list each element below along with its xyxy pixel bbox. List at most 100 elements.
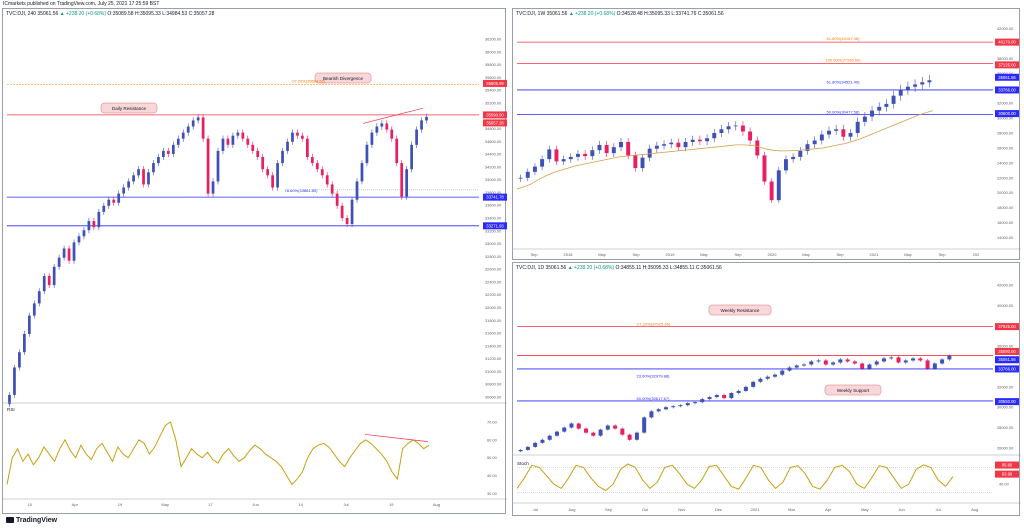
price-candle	[743, 386, 748, 391]
price-candle	[540, 159, 545, 167]
price-candle	[425, 116, 428, 121]
x-axis-label: Sep	[734, 252, 742, 257]
chart-panel-4h[interactable]: TVC:DJI, 240 35061.56 ▲ +238.20 (+0.68%)…	[2, 8, 507, 515]
price-candle	[370, 132, 374, 145]
price-candle	[780, 370, 785, 375]
tradingview-logo-icon	[6, 517, 14, 523]
price-badge-bg	[995, 86, 1019, 94]
price-candle	[176, 138, 180, 145]
price-candle	[181, 132, 185, 139]
fib-236-label: 23.60%(32979.88)	[637, 373, 671, 378]
price-candle	[714, 395, 719, 398]
price-candle	[707, 397, 712, 400]
price-candle	[891, 95, 896, 104]
rsi-label: RSI	[7, 407, 15, 412]
price-candle	[37, 291, 41, 304]
price-candle	[758, 378, 763, 382]
price-axis-label: 30600.00	[485, 395, 502, 400]
price-candle	[355, 181, 359, 200]
bearish-divergence-callout: Bearish Divergence	[323, 76, 364, 81]
weekly-support-callout-box	[824, 384, 882, 396]
price-candle	[654, 145, 659, 149]
price-change: ▲ +238.20 (+0.68%)	[568, 11, 616, 17]
price-axis-label: 33600.00	[485, 203, 502, 208]
chart-panel-daily[interactable]: TVC:DJI, 1D 35061.56 ▲ +238.20 (+0.68%) …	[512, 262, 1021, 517]
price-candle	[554, 149, 559, 162]
fib-272-label: -27.20%(37925.36)	[636, 322, 671, 327]
price-candle	[296, 132, 299, 136]
price-candle	[365, 144, 369, 164]
price-candle	[166, 150, 170, 154]
stoch-line	[516, 463, 954, 492]
price-candle	[87, 221, 91, 231]
price-candle	[320, 169, 324, 176]
price-badge-bg	[995, 61, 1019, 69]
price-candle	[8, 394, 11, 405]
chart-canvas-weekly[interactable]: 61.80%(40167.98) 100.00%(37286.66) 61.80%(…	[513, 9, 1021, 261]
price-candle	[604, 144, 609, 154]
price-candle	[191, 120, 195, 127]
x-axis-label: Sep	[938, 252, 946, 257]
price-candle	[590, 150, 595, 157]
price-candle	[855, 121, 860, 133]
x-axis-label: May	[861, 507, 869, 512]
price-axis-label: 42000.00	[997, 283, 1014, 288]
price-axis-label: 33400.00	[485, 216, 502, 221]
price-candle	[532, 166, 537, 172]
price-axis-label: 32000.00	[997, 384, 1014, 389]
x-axis-label: Dec	[715, 507, 722, 512]
price-candle	[518, 449, 523, 452]
rsi-axis-label: 50.00	[487, 455, 498, 460]
chart-canvas-daily[interactable]: -27.20%(37925.36) 23.60%(32979.88) 50.00%(…	[513, 263, 1021, 517]
price-candle	[518, 177, 523, 179]
fib-lower-label: 78.60%(33861.80)	[285, 188, 319, 193]
price-candle	[656, 409, 661, 412]
price-candle	[918, 358, 923, 361]
price-axis-label: 33000.00	[485, 241, 502, 246]
price-candle	[575, 153, 580, 157]
price-candle	[722, 395, 727, 399]
price-axis-label: 30000.00	[997, 405, 1014, 410]
tradingview-brand[interactable]: TradingView	[6, 517, 57, 524]
price-axis-label: 34800.00	[485, 126, 502, 131]
price-candle	[841, 129, 846, 137]
price-candle	[676, 142, 681, 148]
weekly-resistance-callout-box	[708, 304, 772, 316]
price-candle	[281, 150, 284, 164]
price-candle	[920, 82, 925, 85]
price-axis-label: 30800.00	[485, 382, 502, 387]
price-candle	[812, 140, 817, 145]
price-candle	[669, 142, 674, 145]
price-candle	[649, 411, 654, 418]
price-badge-bg	[483, 222, 507, 230]
price-axis-label: 28000.00	[997, 131, 1014, 136]
chart-canvas-4h[interactable]: Bearish Divergence Daily Resistance -27.20…	[3, 9, 507, 515]
rsi-divergence-line	[364, 434, 429, 442]
chart-panel-weekly[interactable]: TVC:DJI, 1W 35061.56 ▲ +238.20 (+0.68%) …	[512, 8, 1021, 261]
price-candle	[751, 381, 756, 387]
price-candle	[315, 163, 319, 170]
rsi-axis-label: 40.00	[487, 473, 498, 478]
price-badge: 35057.28	[486, 120, 504, 125]
price-candle	[350, 199, 354, 225]
price-badge-bg	[483, 193, 507, 201]
price-badge: 30550.00	[998, 399, 1016, 404]
price-candle	[360, 163, 364, 182]
price-candle	[862, 116, 867, 122]
price-candle	[420, 120, 423, 130]
price-candle	[18, 352, 21, 368]
price-axis-label: 42000.00	[997, 26, 1014, 31]
price-candle	[671, 406, 676, 408]
price-candle	[845, 359, 850, 362]
x-axis-label: Sep	[530, 252, 538, 257]
price-candle	[633, 155, 638, 169]
price-candle	[216, 150, 220, 182]
price-axis-label: 26000.00	[997, 145, 1014, 150]
price-candle	[256, 150, 260, 157]
price-candle	[870, 110, 875, 117]
price-candle	[97, 211, 101, 228]
chart-header-daily: TVC:DJI, 1D 35061.56 ▲ +238.20 (+0.68%) …	[516, 265, 722, 271]
price-axis-label: 16000.00	[997, 220, 1014, 225]
price-badge-bg	[995, 38, 1019, 46]
price-candle	[236, 132, 240, 136]
